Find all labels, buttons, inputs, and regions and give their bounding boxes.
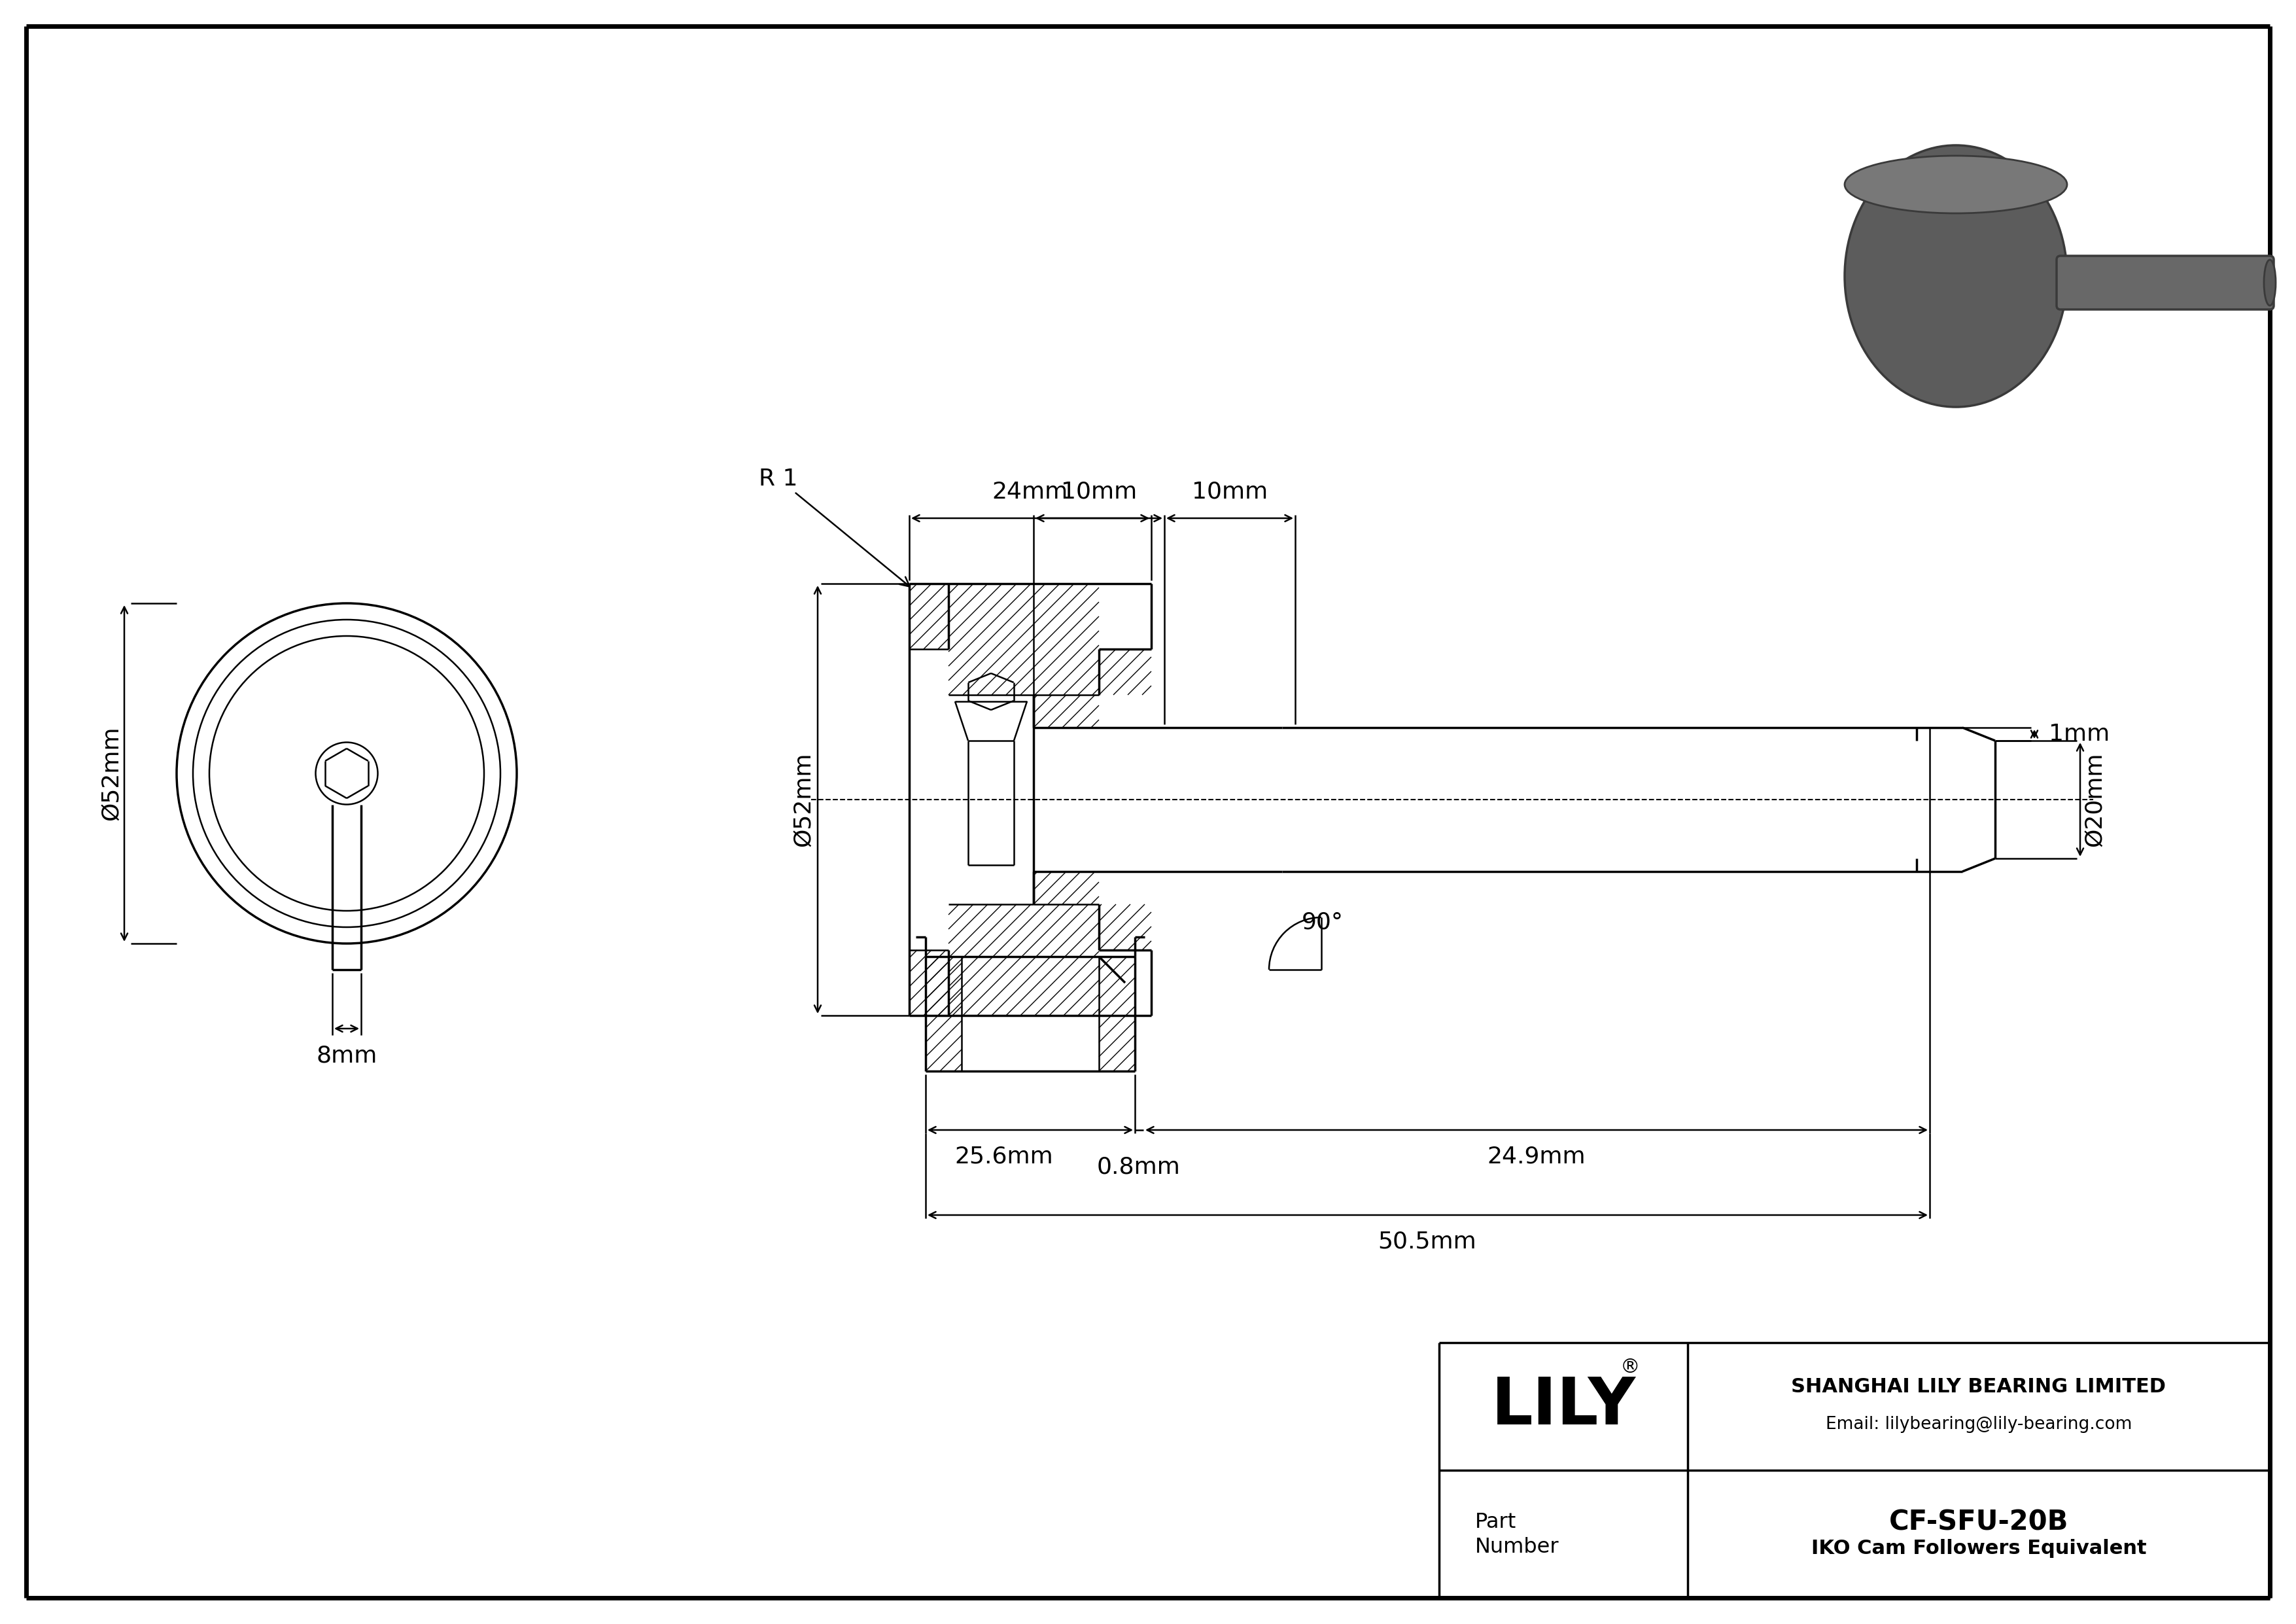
Text: 90°: 90° [1302, 911, 1343, 934]
Text: Number: Number [1474, 1536, 1559, 1557]
Text: 50.5mm: 50.5mm [1378, 1229, 1476, 1252]
Text: Ø20mm: Ø20mm [2082, 752, 2105, 846]
Text: Ø52mm: Ø52mm [792, 752, 815, 846]
Text: ®: ® [1621, 1358, 1639, 1377]
Ellipse shape [1844, 145, 2066, 408]
Ellipse shape [2264, 260, 2275, 305]
Text: LILY: LILY [1490, 1374, 1635, 1439]
Text: 1mm: 1mm [2048, 723, 2110, 745]
Text: 24.9mm: 24.9mm [1488, 1145, 1587, 1168]
Text: Ø52mm: Ø52mm [101, 726, 122, 820]
Text: 10mm: 10mm [1061, 481, 1137, 503]
Text: CF-SFU-20B: CF-SFU-20B [1890, 1509, 2069, 1536]
Text: 24mm: 24mm [992, 481, 1068, 503]
Ellipse shape [1844, 156, 2066, 213]
Text: IKO Cam Followers Equivalent: IKO Cam Followers Equivalent [1812, 1540, 2147, 1557]
FancyBboxPatch shape [2057, 257, 2273, 310]
Text: 10mm: 10mm [1192, 481, 1267, 503]
Text: Part: Part [1474, 1512, 1515, 1533]
Text: 0.8mm: 0.8mm [1097, 1156, 1180, 1179]
Text: 25.6mm: 25.6mm [955, 1145, 1054, 1168]
Text: 8mm: 8mm [317, 1044, 377, 1067]
Text: SHANGHAI LILY BEARING LIMITED: SHANGHAI LILY BEARING LIMITED [1791, 1377, 2165, 1397]
Text: Email: lilybearing@lily-bearing.com: Email: lilybearing@lily-bearing.com [1825, 1416, 2133, 1434]
Text: R 1: R 1 [760, 468, 909, 586]
